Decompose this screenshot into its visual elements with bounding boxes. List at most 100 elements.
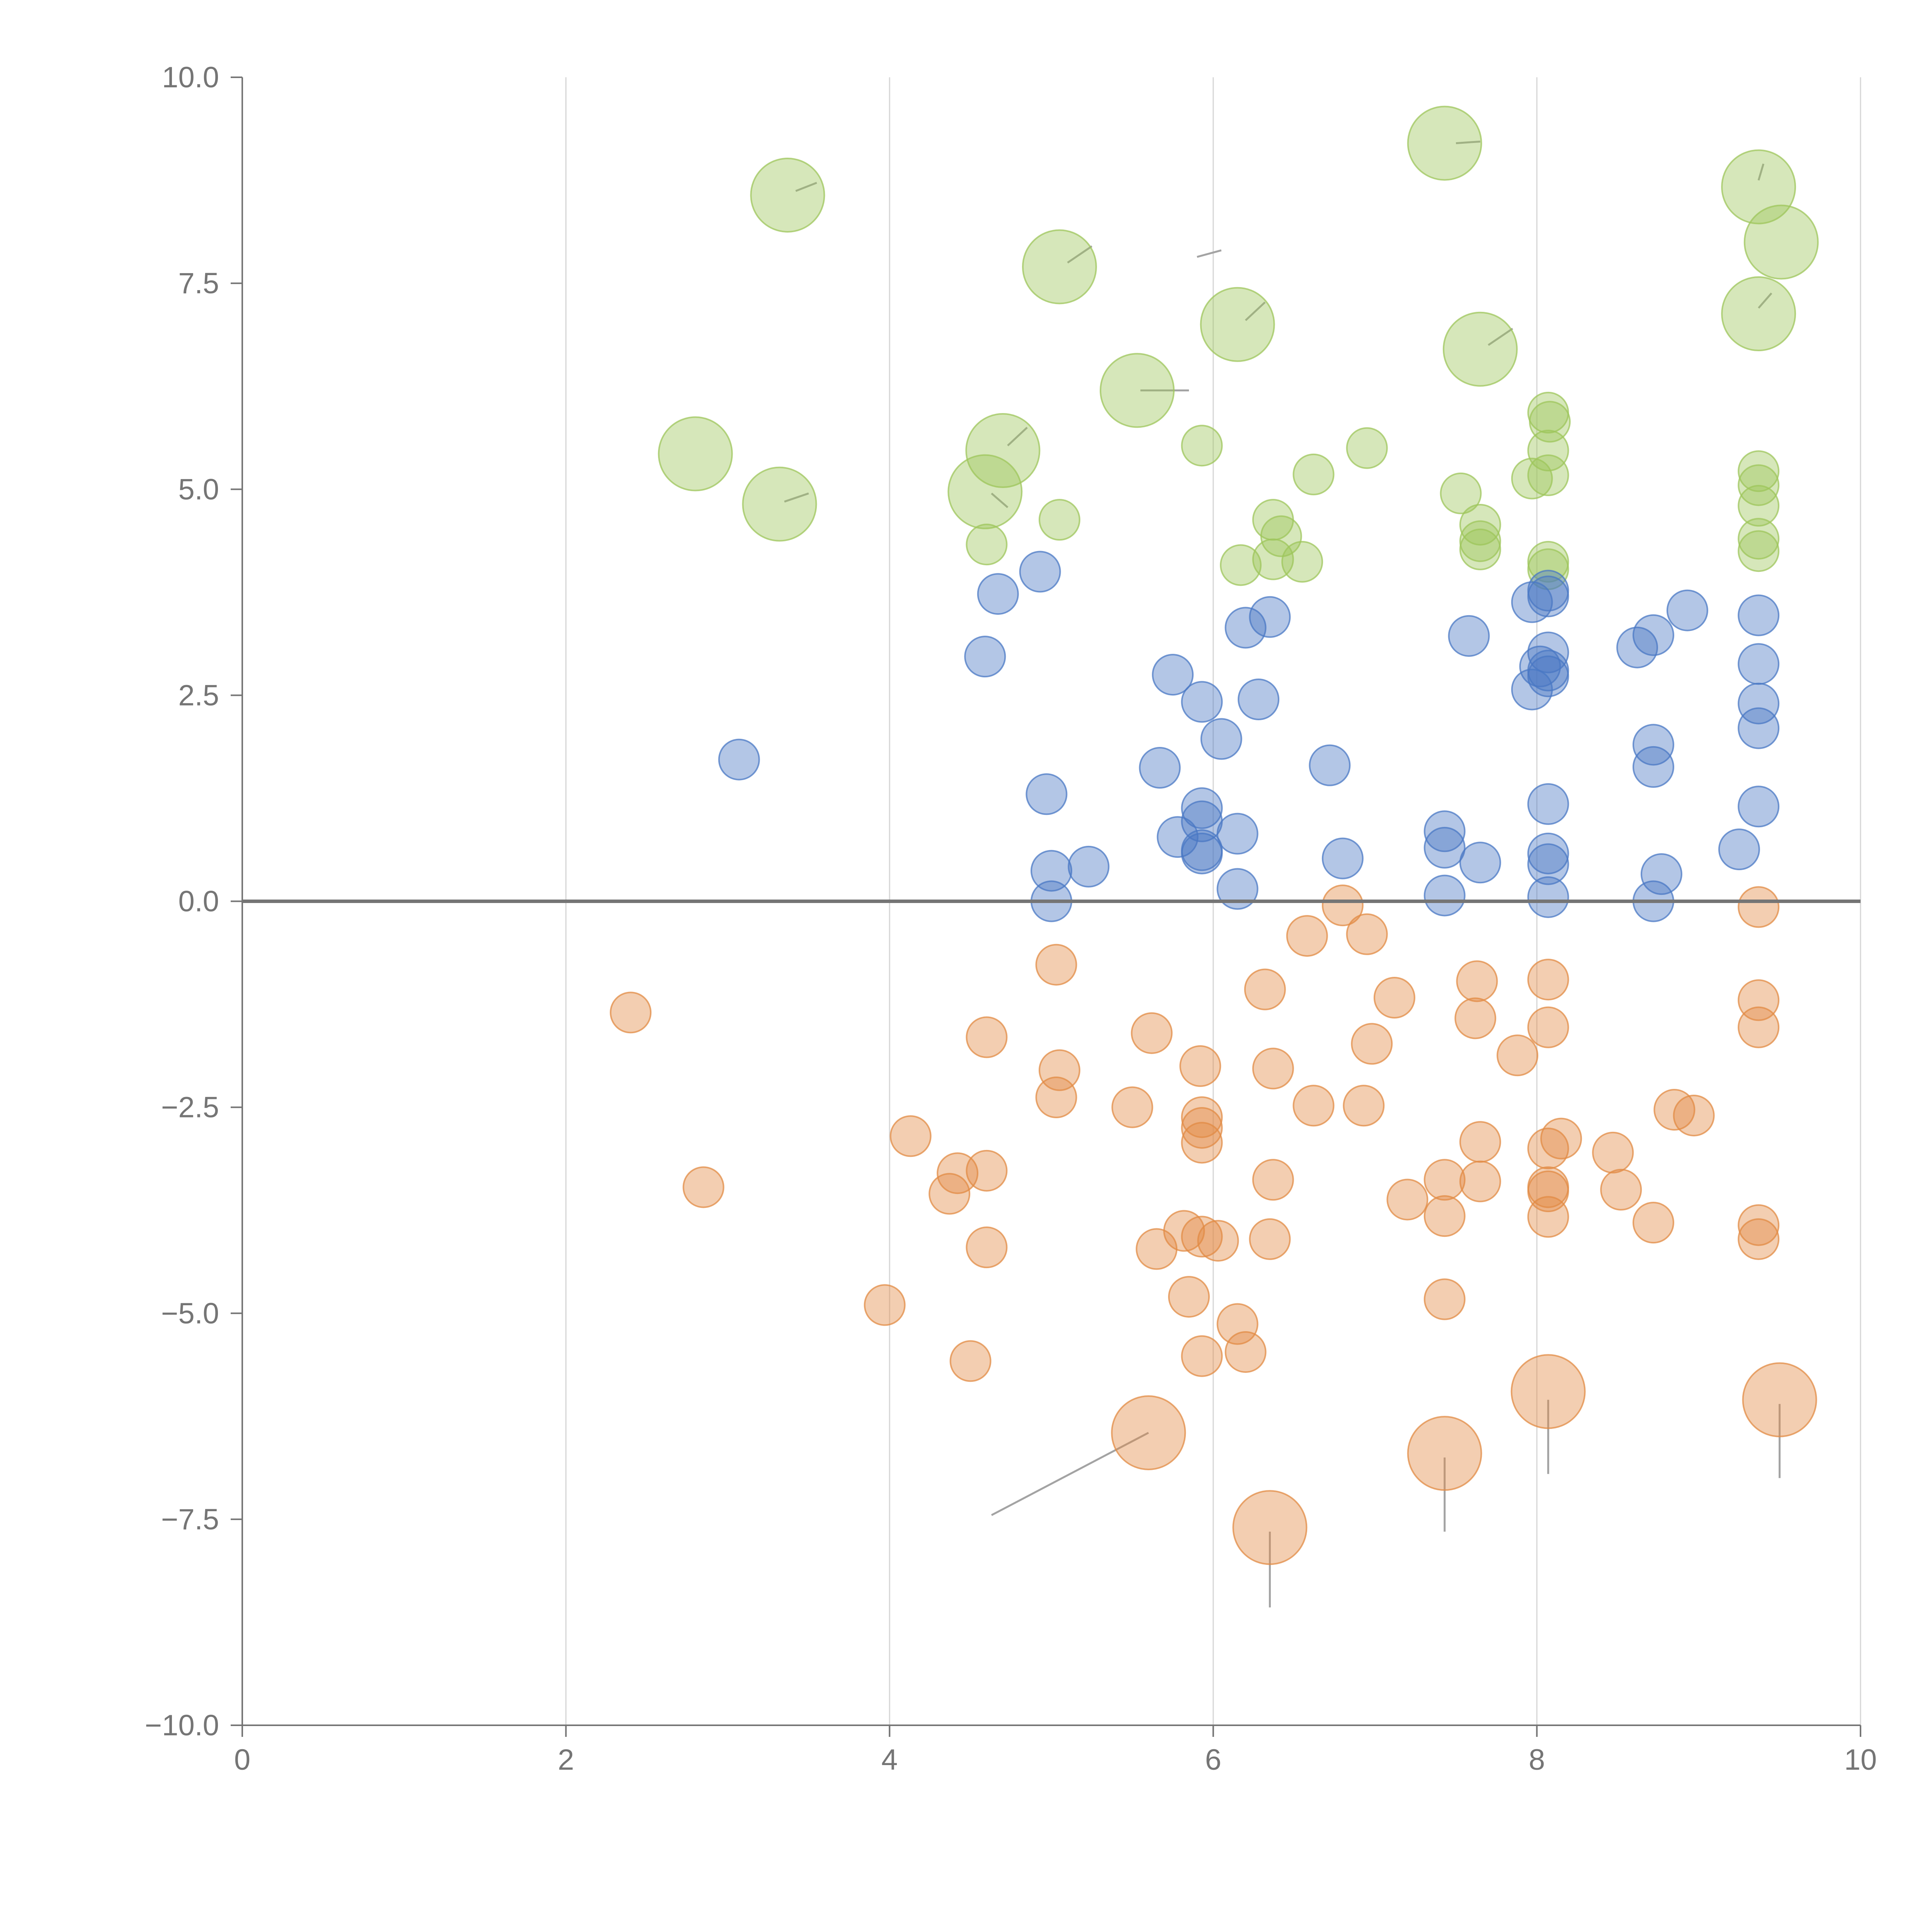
- annotation-leader-line: [1197, 249, 1222, 258]
- orange-point: [1510, 1354, 1586, 1429]
- green-point: [1407, 105, 1482, 181]
- orange-point: [1181, 1122, 1223, 1164]
- y-tick-label: −10.0: [145, 1709, 219, 1742]
- orange-point: [1459, 1121, 1501, 1163]
- orange-point: [1225, 1331, 1267, 1373]
- blue-point: [1309, 744, 1351, 786]
- orange-point: [1738, 1218, 1780, 1260]
- orange-point: [966, 1016, 1008, 1058]
- orange-point: [1540, 1117, 1582, 1160]
- orange-point: [1351, 1023, 1393, 1065]
- blue-point: [1738, 594, 1780, 636]
- orange-point: [1111, 1086, 1153, 1128]
- orange-point: [1244, 968, 1286, 1010]
- orange-point: [1321, 884, 1364, 927]
- green-point: [1281, 541, 1323, 583]
- green-point: [965, 413, 1041, 488]
- green-point: [1743, 204, 1819, 280]
- orange-point: [929, 1173, 971, 1215]
- green-point: [1022, 229, 1097, 304]
- blue-point: [1238, 679, 1280, 721]
- orange-point: [1527, 959, 1569, 1001]
- orange-point: [1673, 1094, 1715, 1136]
- blue-point: [1031, 850, 1072, 892]
- y-tick-label: −2.5: [161, 1091, 219, 1124]
- orange-point: [1168, 1276, 1210, 1318]
- blue-point: [1666, 589, 1708, 631]
- blue-point: [1423, 810, 1466, 852]
- orange-point: [1423, 1195, 1466, 1237]
- orange-point: [1181, 1335, 1223, 1377]
- green-point: [1459, 503, 1501, 546]
- blue-point: [1225, 607, 1267, 649]
- blue-point: [1181, 681, 1223, 723]
- blue-point: [1527, 843, 1569, 885]
- green-point: [947, 454, 1023, 529]
- green-point: [1038, 499, 1080, 541]
- annotation-leader-line: [1757, 163, 1765, 181]
- y-tick-label: −7.5: [161, 1503, 219, 1536]
- orange-point: [1035, 1077, 1077, 1119]
- orange-point: [1181, 1216, 1223, 1258]
- orange-point: [1592, 1131, 1634, 1173]
- blue-point: [1181, 787, 1223, 829]
- blue-point: [1738, 682, 1780, 724]
- blue-point: [1200, 718, 1242, 760]
- annotation-leader-line: [991, 1432, 1149, 1516]
- blue-point: [1527, 575, 1569, 617]
- orange-point: [1456, 960, 1498, 1002]
- orange-point: [1249, 1218, 1291, 1260]
- y-tick-label: 2.5: [178, 679, 219, 712]
- orange-point: [682, 1166, 724, 1208]
- blue-point: [1527, 650, 1569, 692]
- orange-point: [1181, 1096, 1223, 1138]
- y-tick-label: 0.0: [178, 885, 219, 918]
- green-point: [1738, 518, 1780, 560]
- green-point: [1527, 454, 1569, 496]
- green-point: [1293, 453, 1335, 495]
- x-tick-label: 10: [1844, 1743, 1877, 1776]
- blue-point: [1527, 876, 1569, 918]
- orange-point: [1497, 1034, 1539, 1077]
- blue-point: [1511, 668, 1553, 711]
- orange-point: [889, 1115, 932, 1157]
- y-tick-label: −5.0: [161, 1297, 219, 1330]
- annotation-leader-line: [1488, 328, 1513, 346]
- green-point: [1200, 287, 1275, 362]
- y-tick-label: 5.0: [178, 473, 219, 506]
- blue-point: [1738, 786, 1780, 828]
- green-point: [1440, 472, 1482, 514]
- orange-point: [1527, 1006, 1569, 1048]
- blue-point: [1139, 747, 1181, 789]
- orange-point: [1131, 1012, 1173, 1054]
- orange-point: [864, 1284, 906, 1326]
- blue-point: [1527, 783, 1569, 825]
- blue-point: [1019, 551, 1061, 593]
- green-point: [1738, 530, 1780, 572]
- blue-point: [1026, 773, 1068, 815]
- blue-point: [964, 636, 1006, 678]
- orange-point: [1343, 1085, 1385, 1127]
- green-point: [1260, 515, 1302, 557]
- blue-point: [1527, 631, 1569, 673]
- orange-point: [1293, 1085, 1335, 1127]
- orange-point: [1459, 1160, 1501, 1202]
- green-point: [1738, 450, 1780, 492]
- green-point: [1511, 457, 1553, 500]
- orange-point: [1346, 913, 1388, 955]
- y-tick-label: 7.5: [178, 267, 219, 300]
- x-tick-label: 8: [1529, 1743, 1545, 1776]
- orange-point: [1527, 1196, 1569, 1238]
- orange-point: [1181, 1107, 1223, 1149]
- blue-point: [1640, 853, 1682, 895]
- orange-point: [1454, 997, 1497, 1039]
- blue-point: [1632, 724, 1674, 766]
- orange-point: [949, 1340, 992, 1382]
- blue-point: [977, 573, 1019, 615]
- blue-point: [1738, 643, 1780, 685]
- blue-point: [1423, 874, 1466, 917]
- blue-point: [1423, 827, 1466, 869]
- orange-point: [1738, 886, 1780, 928]
